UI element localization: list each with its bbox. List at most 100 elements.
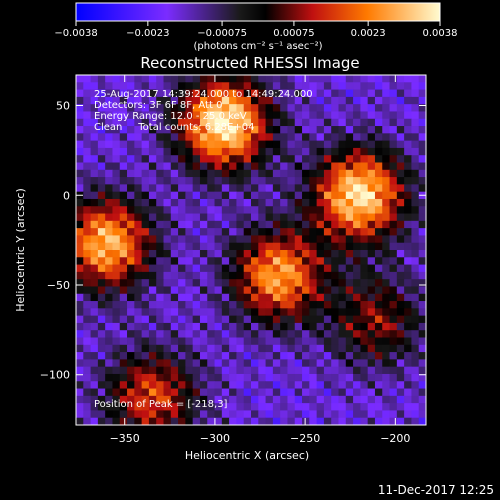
heatmap-cell bbox=[389, 271, 398, 280]
heatmap-cell bbox=[272, 337, 281, 346]
heatmap-cell bbox=[243, 337, 252, 346]
heatmap-cell bbox=[418, 242, 427, 251]
heatmap-cell bbox=[141, 118, 150, 127]
heatmap-cell bbox=[170, 293, 179, 302]
heatmap-cell bbox=[404, 395, 412, 404]
heatmap-cell bbox=[236, 359, 245, 368]
colorbar-ticks: −0.0038 −0.0023 −0.00075 0.00075 0.0023 0.003… bbox=[54, 21, 458, 39]
heatmap-cell bbox=[185, 75, 194, 83]
heatmap-cell bbox=[382, 417, 390, 426]
heatmap-cell bbox=[411, 315, 420, 324]
heatmap-cell bbox=[170, 359, 179, 368]
heatmap-cell bbox=[199, 118, 208, 127]
heatmap-cell bbox=[119, 133, 128, 142]
heatmap-cell bbox=[331, 366, 339, 375]
heatmap-cell bbox=[76, 184, 84, 193]
heatmap-cell bbox=[156, 177, 164, 185]
heatmap-cell bbox=[251, 198, 259, 207]
heatmap-cell bbox=[258, 286, 266, 295]
heatmap-cell bbox=[185, 118, 194, 127]
heatmap-cell bbox=[105, 257, 113, 265]
colorbar-tick-label: −0.00075 bbox=[197, 28, 247, 39]
heatmap-cell bbox=[156, 315, 164, 324]
heatmap-cell bbox=[272, 322, 281, 331]
heatmap-cell bbox=[97, 308, 106, 317]
heatmap-cell bbox=[178, 96, 186, 105]
heatmap-cell bbox=[396, 89, 405, 98]
heatmap-cell bbox=[229, 395, 237, 404]
heatmap-cell bbox=[178, 366, 186, 375]
heatmap-cell bbox=[105, 337, 113, 346]
heatmap-cell bbox=[316, 337, 325, 346]
heatmap-cell bbox=[127, 96, 135, 105]
heatmap-cell bbox=[345, 118, 354, 127]
colorbar-tick-label: 0.0038 bbox=[423, 28, 458, 39]
heatmap-cell bbox=[382, 359, 390, 368]
heatmap-cell bbox=[83, 381, 91, 389]
heatmap-cell bbox=[316, 184, 325, 193]
heatmap-cell bbox=[418, 315, 427, 324]
heatmap-cell bbox=[119, 352, 128, 360]
heatmap-cell bbox=[294, 330, 303, 338]
heatmap-cell bbox=[389, 191, 398, 200]
heatmap-cell bbox=[309, 147, 318, 156]
heatmap-cell bbox=[251, 184, 259, 193]
heatmap-cell bbox=[360, 388, 369, 397]
heatmap-cell bbox=[214, 133, 223, 142]
heatmap-cell bbox=[331, 322, 339, 331]
heatmap-cell bbox=[97, 155, 106, 163]
heatmap-cell bbox=[345, 373, 354, 382]
heatmap-cell bbox=[141, 330, 150, 338]
heatmap-cell bbox=[265, 403, 274, 411]
heatmap-cell bbox=[353, 147, 361, 156]
heatmap-cell bbox=[396, 352, 405, 360]
heatmap-cell bbox=[83, 352, 91, 360]
heatmap-cell bbox=[294, 184, 303, 193]
heatmap-cell bbox=[127, 359, 135, 368]
heatmap-cell bbox=[345, 126, 354, 134]
heatmap-cell bbox=[353, 111, 361, 120]
heatmap-cell bbox=[185, 359, 194, 368]
heatmap-cell bbox=[90, 395, 99, 404]
heatmap-cell bbox=[316, 271, 325, 280]
heatmap-cell bbox=[280, 228, 288, 236]
heatmap-cell bbox=[382, 250, 390, 258]
heatmap-cell bbox=[272, 198, 281, 207]
heatmap-cell bbox=[76, 133, 84, 142]
heatmap-cell bbox=[221, 315, 230, 324]
heatmap-cell bbox=[396, 111, 405, 120]
heatmap-cell bbox=[156, 191, 164, 200]
heatmap-cell bbox=[294, 198, 303, 207]
heatmap-cell bbox=[258, 315, 266, 324]
heatmap-cell bbox=[134, 126, 143, 134]
heatmap-cell bbox=[236, 184, 245, 193]
heatmap-cell bbox=[141, 220, 150, 229]
heatmap-cell bbox=[258, 75, 266, 83]
heatmap-cell bbox=[170, 220, 179, 229]
heatmap-cell bbox=[389, 417, 398, 426]
heatmap-cell bbox=[272, 410, 281, 419]
heatmap-cell bbox=[309, 111, 318, 120]
heatmap-cell bbox=[76, 366, 84, 375]
heatmap-cell bbox=[170, 96, 179, 105]
heatmap-cell bbox=[265, 286, 274, 295]
heatmap-cell bbox=[90, 301, 99, 309]
heatmap-cell bbox=[360, 177, 369, 185]
heatmap-cell bbox=[294, 89, 303, 98]
colorbar bbox=[75, 2, 441, 22]
heatmap-cell bbox=[207, 213, 215, 222]
heatmap-cell bbox=[251, 417, 259, 426]
heatmap-cell bbox=[170, 373, 179, 382]
heatmap-cell bbox=[367, 381, 376, 389]
heatmap-cell bbox=[229, 206, 237, 214]
heatmap-cell bbox=[156, 89, 164, 98]
heatmap-cell bbox=[280, 169, 288, 178]
heatmap-cell bbox=[367, 75, 376, 83]
heatmap-cell bbox=[382, 308, 390, 317]
heatmap-cell bbox=[148, 104, 157, 112]
y-tick-label: 50 bbox=[56, 100, 70, 113]
heatmap-cell bbox=[119, 75, 128, 83]
heatmap-cell bbox=[229, 308, 237, 317]
x-axis-label: Heliocentric X (arcsec) bbox=[185, 449, 309, 462]
heatmap-cell bbox=[251, 133, 259, 142]
